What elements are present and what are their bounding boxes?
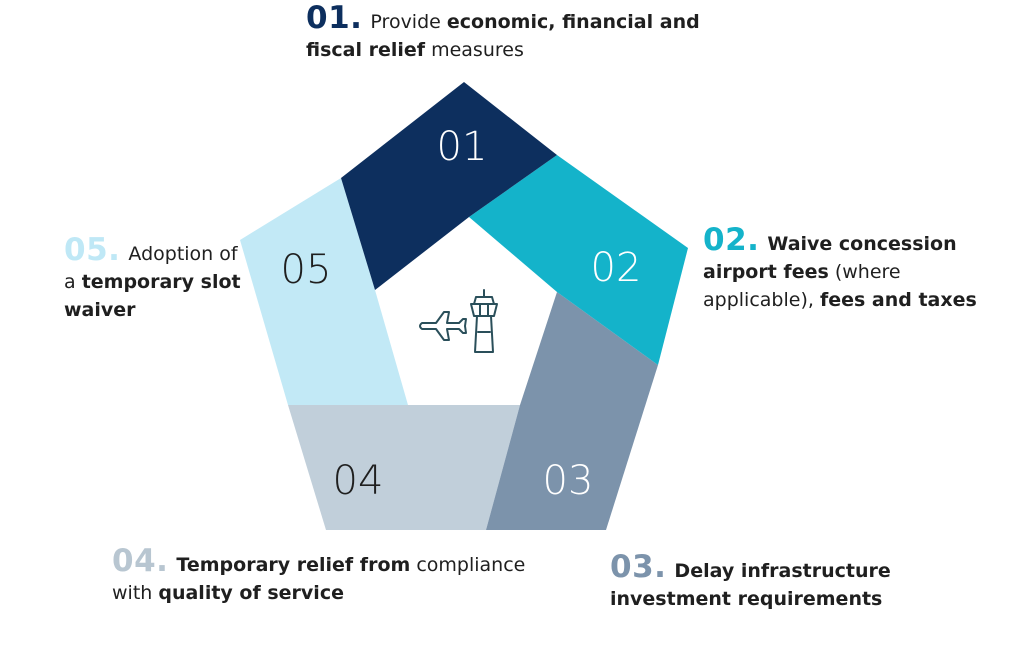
- callout-03: 03. Delay infrastructure investment requi…: [610, 552, 1000, 613]
- callout-04-text: compliance with: [112, 554, 526, 604]
- callout-04-bold: Temporary relief from: [176, 554, 411, 576]
- callout-03-bold: Delay infrastructure investment requirem…: [610, 560, 891, 610]
- callout-03-number: 03.: [610, 549, 667, 585]
- segment-label-05: 05: [281, 247, 332, 293]
- segment-label-03: 03: [543, 458, 594, 504]
- segment-02: [469, 155, 688, 365]
- callout-05: 05. Adoption of a temporary slot waiver: [64, 235, 254, 324]
- callout-01-bold: economic, financial and fiscal relief: [306, 11, 700, 61]
- callout-02-bold-end: fees and taxes: [819, 289, 977, 311]
- callout-02: 02. Waive concession airport fees (where …: [703, 225, 1003, 314]
- callout-05-bold: temporary slot waiver: [64, 271, 241, 321]
- callout-02-text: (where applicable),: [703, 261, 901, 311]
- callout-02-bold: Waive concession airport fees: [703, 233, 957, 283]
- callout-05-number: 05.: [64, 232, 121, 268]
- callout-05-text: Adoption of a: [64, 243, 238, 293]
- callout-01-text-end: measures: [425, 39, 524, 61]
- segment-03: [486, 292, 658, 530]
- callout-02-number: 02.: [703, 222, 760, 258]
- segment-label-04: 04: [333, 458, 384, 504]
- callout-01-number: 01.: [306, 0, 363, 36]
- segment-01: [341, 82, 557, 290]
- callout-04-bold-end: quality of service: [158, 582, 344, 604]
- callout-01-text: Provide: [370, 11, 447, 33]
- segment-label-02: 02: [591, 245, 642, 291]
- segment-label-01: 01: [437, 124, 488, 170]
- airplane-and-control-tower-icon: [419, 289, 498, 353]
- callout-04-number: 04.: [112, 543, 169, 579]
- segment-05: [240, 178, 408, 405]
- segment-04: [288, 405, 520, 530]
- callout-01: 01. Provide economic, financial and fisca…: [306, 3, 706, 64]
- callout-04: 04. Temporary relief from compliance with…: [112, 546, 532, 607]
